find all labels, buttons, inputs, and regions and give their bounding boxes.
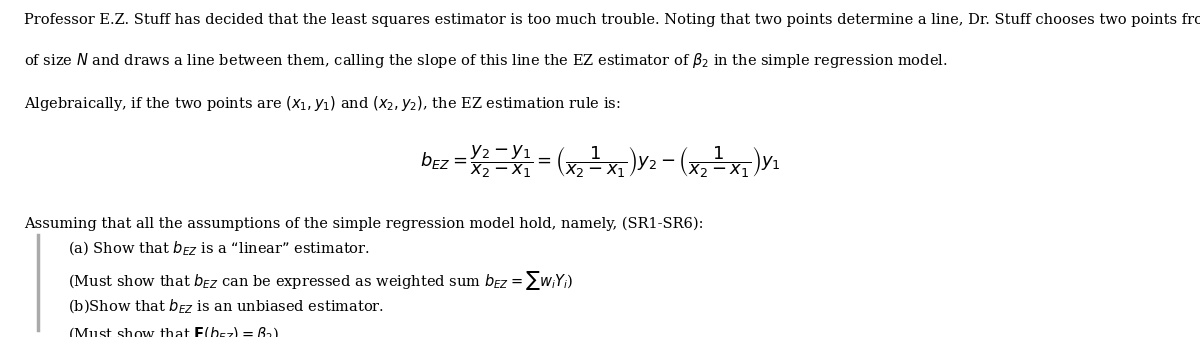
Text: (a) Show that $b_{EZ}$ is a “linear” estimator.: (a) Show that $b_{EZ}$ is a “linear” est… bbox=[68, 240, 371, 258]
Text: $b_{EZ} = \dfrac{y_2 - y_1}{x_2 - x_1} = \left(\dfrac{1}{x_2 - x_1}\right)y_2 - : $b_{EZ} = \dfrac{y_2 - y_1}{x_2 - x_1} =… bbox=[420, 144, 780, 180]
Text: Professor E.Z. Stuff has decided that the least squares estimator is too much tr: Professor E.Z. Stuff has decided that th… bbox=[24, 13, 1200, 27]
Text: (Must show that $\mathbf{E}(b_{EZ}) = \beta_2$): (Must show that $\mathbf{E}(b_{EZ}) = \b… bbox=[68, 326, 280, 337]
Text: (Must show that $b_{EZ}$ can be expressed as weighted sum $b_{EZ} = \sum w_i Y_i: (Must show that $b_{EZ}$ can be expresse… bbox=[68, 269, 574, 292]
Text: Algebraically, if the two points are $(x_1, y_1)$ and $(x_2, y_2)$, the EZ estim: Algebraically, if the two points are $(x… bbox=[24, 94, 620, 113]
Text: Assuming that all the assumptions of the simple regression model hold, namely, (: Assuming that all the assumptions of the… bbox=[24, 216, 703, 231]
Text: (b)Show that $b_{EZ}$ is an unbiased estimator.: (b)Show that $b_{EZ}$ is an unbiased est… bbox=[68, 297, 385, 316]
Text: of size $N$ and draws a line between them, calling the slope of this line the EZ: of size $N$ and draws a line between the… bbox=[24, 51, 948, 70]
